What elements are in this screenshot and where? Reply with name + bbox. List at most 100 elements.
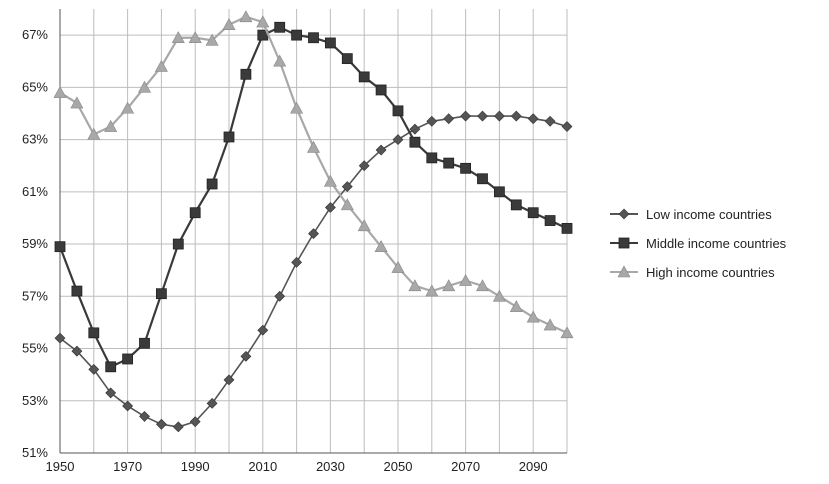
data-point: [426, 152, 438, 164]
data-point: [189, 207, 201, 219]
data-point: [223, 131, 235, 143]
x-tick-label: 2010: [248, 459, 277, 474]
data-point: [308, 32, 319, 44]
data-point: [54, 332, 66, 344]
chart-series: [53, 10, 574, 433]
data-point: [256, 15, 270, 28]
data-point: [274, 21, 286, 33]
data-point: [358, 160, 370, 172]
data-point: [122, 353, 133, 365]
chart-legend: Low income countries Middle income countr…: [610, 207, 787, 280]
x-tick-label: 1970: [113, 459, 142, 474]
data-point: [87, 127, 101, 140]
x-tick-label: 2070: [451, 459, 480, 474]
data-point: [104, 119, 118, 132]
series-diamond: [54, 110, 573, 433]
data-point: [375, 84, 387, 96]
data-point: [460, 162, 472, 174]
data-point: [340, 198, 354, 211]
data-point: [71, 285, 83, 297]
data-point: [188, 31, 202, 44]
series-square: [54, 21, 573, 373]
y-tick-label: 53%: [22, 393, 48, 408]
series-triangle: [53, 10, 574, 339]
legend-label: Middle income countries: [646, 236, 787, 251]
x-tick-label: 2030: [316, 459, 345, 474]
data-point: [544, 215, 556, 226]
data-point: [493, 110, 505, 122]
legend-item: Low income countries: [610, 207, 772, 222]
data-point: [493, 186, 505, 198]
data-point: [273, 54, 287, 67]
data-point: [543, 318, 557, 331]
y-tick-label: 63%: [22, 132, 48, 147]
data-point: [544, 115, 556, 127]
data-point: [374, 240, 388, 252]
data-point: [121, 101, 135, 114]
data-point: [71, 345, 83, 357]
data-point: [53, 85, 67, 98]
data-point: [426, 115, 438, 127]
data-point: [257, 324, 269, 336]
series-line: [59, 15, 568, 334]
data-point: [206, 178, 218, 190]
data-point: [375, 144, 387, 156]
data-point: [291, 29, 303, 41]
data-point: [205, 33, 219, 46]
legend-item: High income countries: [610, 265, 775, 280]
data-point: [172, 238, 184, 250]
data-point: [560, 326, 574, 339]
data-point: [306, 140, 321, 153]
data-point: [323, 174, 337, 187]
data-point: [155, 288, 167, 300]
data-point: [477, 110, 488, 122]
legend-item: Middle income countries: [610, 236, 787, 251]
y-tick-label: 59%: [22, 236, 48, 251]
data-point: [308, 228, 319, 240]
data-point: [324, 37, 336, 49]
data-point: [88, 327, 100, 339]
legend-label: Low income countries: [646, 207, 772, 222]
data-point: [475, 279, 490, 292]
data-point: [509, 300, 523, 313]
data-point: [291, 256, 303, 268]
legend-label: High income countries: [646, 265, 775, 280]
data-point: [105, 361, 117, 373]
y-tick-label: 57%: [22, 288, 48, 303]
y-tick-label: 65%: [22, 79, 48, 94]
x-tick-label: 1990: [181, 459, 210, 474]
data-point: [341, 181, 353, 193]
data-point: [443, 113, 455, 125]
data-point: [105, 387, 117, 399]
y-tick-label: 51%: [22, 445, 48, 460]
data-point: [442, 279, 456, 292]
data-point: [88, 363, 100, 375]
data-point: [155, 418, 167, 430]
data-point: [290, 101, 304, 114]
data-point: [239, 10, 253, 23]
legend-marker: [618, 237, 630, 249]
data-point: [122, 400, 134, 412]
data-point: [425, 284, 439, 297]
data-point: [391, 260, 405, 273]
data-point: [477, 173, 488, 185]
y-tick-label: 55%: [22, 341, 48, 356]
data-point: [526, 310, 540, 323]
data-point: [139, 337, 150, 349]
data-point: [510, 110, 522, 122]
data-point: [324, 202, 336, 213]
data-point: [70, 96, 84, 109]
data-point: [358, 71, 370, 83]
data-point: [189, 416, 201, 428]
series-line: [58, 26, 568, 369]
data-point: [222, 18, 236, 30]
data-point: [172, 421, 184, 433]
data-point: [54, 241, 66, 253]
x-tick-label: 1950: [46, 459, 75, 474]
data-point: [392, 134, 404, 146]
data-point: [408, 279, 422, 292]
data-point: [510, 199, 522, 211]
legend-marker: [618, 208, 630, 220]
data-point: [274, 290, 286, 302]
